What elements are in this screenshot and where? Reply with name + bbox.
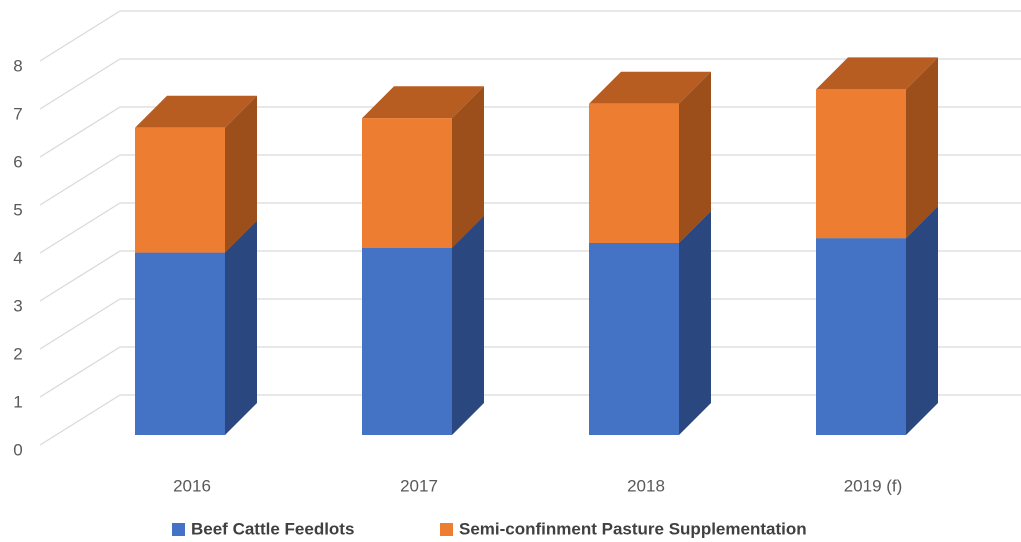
bar-top [135,95,257,128]
bar-side [225,220,257,435]
y-tick-label: 0 [13,440,22,459]
grid-line [39,202,121,254]
grid-line [39,154,121,206]
bar [816,238,906,435]
bar-side [906,206,938,435]
bar [816,89,906,239]
bar-top [362,86,484,119]
x-tick-label: 2019 (f) [844,476,903,495]
y-tick-label: 2 [13,344,22,363]
bar-segment [135,95,257,253]
y-tick-label: 7 [13,104,22,123]
bar-segment [362,215,484,435]
bar-segment [816,57,938,239]
bar [135,252,225,435]
bar-side [906,57,938,239]
grid-line [39,346,121,398]
y-tick-label: 3 [13,296,22,315]
bar-side [679,211,711,435]
bar-segment [135,220,257,435]
y-tick-label: 1 [13,392,22,411]
bar-side [679,71,711,243]
x-tick-label: 2018 [627,476,665,495]
grid-line [39,10,121,62]
legend-swatch [440,523,453,536]
bar-segment [589,71,711,243]
bar [362,118,452,248]
bar-side [225,95,257,253]
grid-line [39,250,121,302]
bar-top [589,71,711,104]
legend-text: Beef Cattle Feedlots [191,519,354,538]
bar [135,127,225,253]
bar [589,243,679,435]
grid-line [39,106,121,158]
bar-segment [362,86,484,248]
grid-line [39,58,121,110]
bar-side [452,215,484,435]
y-tick-label: 4 [13,248,22,267]
bar [589,103,679,243]
bar-side [452,86,484,248]
grid-line [39,394,121,446]
bar-segment [816,206,938,435]
bar [362,247,452,435]
y-tick-label: 5 [13,200,22,219]
bar-top [816,57,938,90]
y-tick-label: 6 [13,152,22,171]
legend-text: Semi-confinment Pasture Supplementation [459,519,807,538]
x-tick-label: 2016 [173,476,211,495]
grid-line [39,298,121,350]
x-tick-label: 2017 [400,476,438,495]
bar-segment [589,211,711,435]
y-tick-label: 8 [13,56,22,75]
legend-swatch [172,523,185,536]
